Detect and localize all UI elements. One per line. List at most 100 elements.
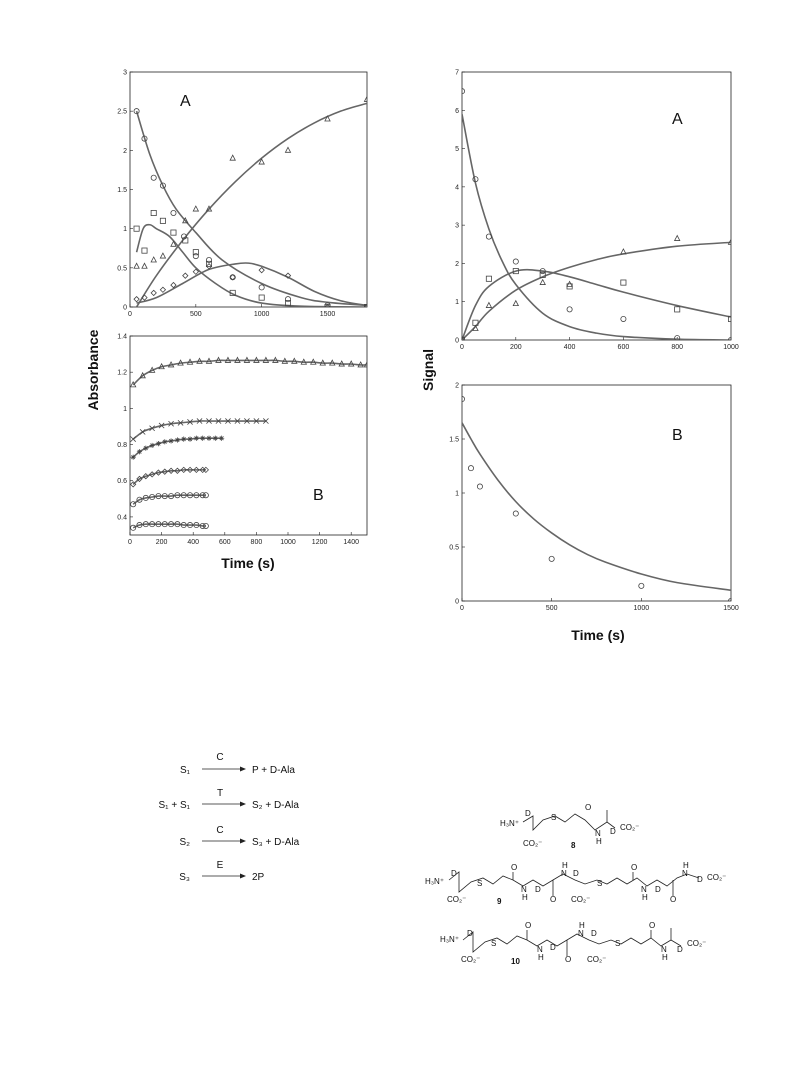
left-bottom-point-s1 [253, 356, 260, 363]
compound-8-backbone [522, 813, 616, 831]
reaction-3-enzyme: C [216, 825, 223, 836]
compound-9-sulfur-2: S [597, 879, 602, 888]
reaction-2: S₁ + S₁ T S₂ + D-Ala [159, 788, 300, 811]
right-bottom-point-s1 [512, 510, 519, 517]
right-top-point-s2 [539, 271, 546, 278]
left-bottom-point-s1 [186, 358, 194, 365]
left-top-point-s2 [206, 260, 213, 267]
left-bottom-marks [130, 356, 367, 531]
left-bottom-point-s6 [149, 521, 156, 528]
compound-9-stereo-5: D [697, 875, 703, 884]
right-top-ytick-label: 4 [455, 184, 459, 191]
left-top-point-s3 [324, 303, 331, 307]
compound-9-sulfur-1: S [477, 879, 482, 888]
left-bottom-point-s2 [262, 418, 269, 424]
left-bottom-point-s3 [130, 454, 136, 460]
right-top-ytick-label: 1 [455, 299, 459, 306]
right-top-point-s3 [539, 278, 546, 285]
right-bottom-point-s1 [728, 598, 731, 601]
reaction-3: S₂ C S₃ + D-Ala [179, 825, 299, 848]
left-bottom-point-s3 [143, 445, 149, 451]
right-top-point-s3 [566, 280, 573, 287]
right-top-xtick-label: 0 [460, 344, 464, 351]
compound-9-oxygen-2: O [550, 895, 556, 904]
left-bottom-point-s4 [136, 475, 143, 483]
left-bottom-point-s3 [181, 436, 187, 442]
left-bottom-ytick-label: 1.4 [117, 334, 127, 341]
right-top-point-s3 [472, 324, 479, 331]
left-bottom-xtick-label: 0 [128, 539, 132, 546]
compound-8-amide-n: N [595, 829, 601, 838]
left-bottom-point-s1 [224, 356, 232, 363]
compound-9-h-1: H [522, 893, 528, 902]
chemical-structures: H₃N⁺ D CO₂⁻ S O N H D CO₂⁻ 8 H₃N⁺ D CO₂⁻… [425, 803, 726, 966]
left-top-ytick-label: 3 [123, 70, 127, 77]
left-top-point-s4 [258, 158, 265, 165]
left-top-panel-label: A [180, 93, 191, 110]
compound-9-stereo-2: D [535, 885, 541, 894]
left-bottom-point-s2 [244, 418, 250, 424]
left-bottom-point-s1 [177, 359, 184, 366]
right-top-point-s3 [485, 301, 493, 308]
left-top-point-s1 [150, 174, 157, 181]
left-bottom-frame [129, 335, 368, 536]
right-top-xtick-label: 1000 [723, 344, 739, 351]
left-top-point-s2 [182, 237, 189, 244]
left-bottom-point-s4 [186, 466, 194, 474]
left-bottom-point-s3 [174, 437, 180, 443]
left-bottom-ytick-label: 0.8 [117, 442, 127, 449]
left-bottom-series-line-5 [132, 494, 206, 505]
left-figure: Absorbance Time (s) 00.511.522.530 500 100… [85, 70, 368, 571]
left-top-point-s2 [170, 229, 177, 236]
left-bottom-point-s1 [363, 361, 367, 368]
left-top-ytick-label: 2.5 [117, 109, 127, 116]
left-top-point-s1 [206, 256, 213, 263]
left-bottom-point-s3 [200, 435, 206, 441]
left-bottom-point-s3 [206, 435, 212, 441]
left-bottom-point-s6 [155, 521, 162, 528]
right-top-point-s1 [539, 268, 546, 275]
left-bottom-point-s1 [139, 371, 146, 379]
left-bottom-point-s1 [234, 356, 241, 363]
left-bottom-ytick-label: 0.4 [117, 514, 127, 521]
left-bottom-point-s1 [347, 360, 355, 367]
right-top-point-s2 [620, 279, 627, 286]
right-bottom-xtick-label: 1500 [723, 605, 739, 612]
left-top-ytick-label: 0 [123, 305, 127, 312]
right-top-frame [461, 71, 732, 341]
right-top-point-s2 [485, 275, 492, 282]
compound-9-stereo-3: D [573, 869, 579, 878]
reaction-3-arrowhead [240, 838, 246, 844]
right-top-point-s3 [512, 299, 520, 307]
compound-9-backbone [448, 871, 700, 893]
left-top-point-s2 [284, 300, 291, 307]
left-top-point-s1 [141, 135, 148, 142]
left-bottom-point-s2 [158, 422, 165, 429]
left-bottom-point-s2 [168, 420, 174, 427]
left-top-point-s4 [141, 262, 148, 269]
right-top-ytick-label: 7 [455, 70, 459, 77]
left-top-point-s4 [324, 115, 331, 122]
left-top-point-s3 [133, 296, 140, 303]
compound-9-carboxylate-2: CO₂⁻ [571, 895, 590, 904]
left-top-point-s4 [205, 205, 213, 212]
right-top-point-s1 [674, 335, 681, 340]
left-top-point-s1 [258, 284, 265, 291]
left-bottom-point-s5 [168, 493, 175, 500]
left-top-point-s1 [133, 108, 140, 115]
left-bottom-ytick-label: 0.6 [117, 478, 127, 485]
right-bottom-marks [462, 396, 731, 601]
left-bottom-point-s2 [139, 428, 146, 435]
compound-10-n-1: N [537, 945, 543, 954]
left-top-point-s4 [229, 154, 236, 161]
right-top-plot: 0 1 2 3 4 5 6 7 0 200 400 600 800 1000 [455, 70, 739, 352]
left-bottom-series-line-1 [132, 359, 367, 386]
compound-8-amine: H₃N⁺ [500, 819, 519, 828]
left-bottom-point-s2 [253, 418, 260, 424]
compound-8-stereo-2: D [610, 827, 616, 836]
right-top-point-s1 [620, 315, 627, 322]
right-top-marks [462, 88, 731, 340]
left-bottom-point-s6 [202, 522, 209, 529]
left-top-point-s2 [258, 294, 265, 301]
left-bottom-point-s4 [142, 473, 149, 480]
